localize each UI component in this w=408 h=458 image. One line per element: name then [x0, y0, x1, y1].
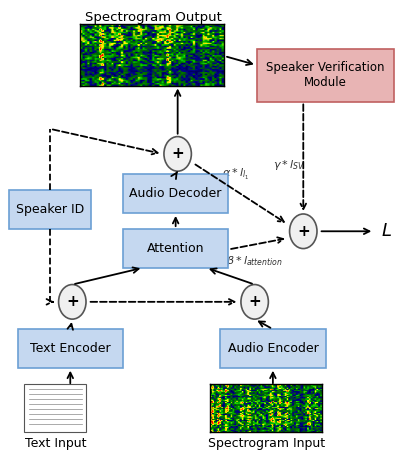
Ellipse shape [164, 136, 191, 171]
FancyBboxPatch shape [123, 229, 228, 267]
Text: Spectrogram Output: Spectrogram Output [85, 11, 222, 24]
Text: $\alpha * l_{l_1}$: $\alpha * l_{l_1}$ [222, 167, 250, 182]
Text: $\beta * l_{attention}$: $\beta * l_{attention}$ [226, 254, 284, 268]
Text: Attention: Attention [147, 242, 204, 255]
FancyBboxPatch shape [24, 384, 86, 431]
Text: +: + [248, 294, 261, 309]
Text: Spectrogram Input: Spectrogram Input [208, 437, 325, 450]
Text: $\gamma * l_{SV}$: $\gamma * l_{SV}$ [273, 158, 305, 172]
Text: +: + [171, 147, 184, 161]
Text: Audio Encoder: Audio Encoder [228, 342, 318, 355]
Text: +: + [66, 294, 79, 309]
FancyBboxPatch shape [220, 329, 326, 368]
FancyBboxPatch shape [123, 174, 228, 213]
Text: Text Encoder: Text Encoder [30, 342, 111, 355]
Ellipse shape [290, 214, 317, 249]
Text: Speaker Verification
Module: Speaker Verification Module [266, 61, 385, 89]
Ellipse shape [59, 284, 86, 319]
Text: Audio Decoder: Audio Decoder [129, 187, 222, 200]
FancyBboxPatch shape [18, 329, 123, 368]
Text: $L$: $L$ [381, 222, 392, 240]
Text: Text Input: Text Input [25, 437, 87, 450]
Ellipse shape [241, 284, 268, 319]
Text: Speaker ID: Speaker ID [16, 203, 84, 216]
Text: +: + [297, 224, 310, 239]
FancyBboxPatch shape [9, 191, 91, 229]
FancyBboxPatch shape [257, 49, 395, 102]
